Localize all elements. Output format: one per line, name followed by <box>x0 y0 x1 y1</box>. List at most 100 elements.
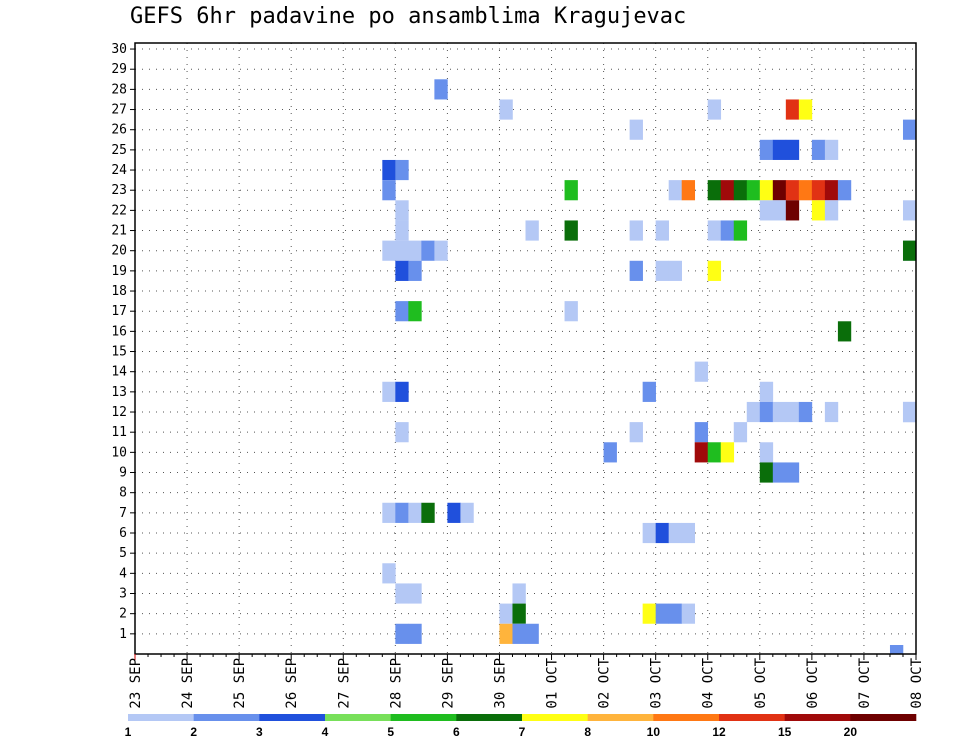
x-tick-label: 27 SEP <box>336 658 352 709</box>
colorbar-label: 15 <box>778 725 792 739</box>
x-tick-label: 01 OCT <box>545 657 561 708</box>
heatmap-cell <box>746 401 761 423</box>
heatmap-cell <box>395 502 409 523</box>
heatmap-cell <box>824 401 839 423</box>
heatmap-cell <box>759 401 774 423</box>
heatmap-cell <box>395 422 409 443</box>
colorbar-label: 5 <box>387 725 394 739</box>
heatmap-cell <box>824 139 839 160</box>
heatmap-cell <box>733 220 748 241</box>
colorbar-segment <box>390 714 457 721</box>
colorbar-segment <box>587 714 654 721</box>
heatmap-cell <box>785 139 800 160</box>
colorbar-segment <box>193 714 260 721</box>
heatmap-cell <box>642 381 656 402</box>
heatmap-cell <box>720 220 735 241</box>
colorbar-label: 2 <box>190 725 197 739</box>
y-tick-label: 10 <box>111 445 127 460</box>
heatmap-cell <box>772 462 787 483</box>
x-tick-label: 26 SEP <box>284 658 300 709</box>
y-tick-label: 27 <box>111 103 127 118</box>
heatmap-cell <box>655 220 669 241</box>
y-tick-label: 15 <box>111 345 127 360</box>
heatmap-cell <box>902 200 917 221</box>
heatmap-cell <box>642 522 656 544</box>
x-axis: 23 SEP 24 SEP 25 SEP 26 SEP 27 SEP 28 SEP 29 S… <box>128 654 925 709</box>
heatmap-cell <box>707 99 722 120</box>
heatmap-cell <box>564 220 578 241</box>
grid <box>135 43 916 654</box>
heatmap-cell <box>694 422 709 443</box>
heatmap-cell <box>629 422 643 443</box>
heatmap-cell <box>837 321 852 342</box>
heatmap-cell <box>655 522 669 544</box>
colorbar-label: 1 <box>125 725 132 739</box>
heatmap-cell <box>798 99 813 120</box>
heatmap-cell <box>395 623 409 644</box>
y-tick-label: 21 <box>111 224 127 239</box>
colorbar-label: 8 <box>584 725 591 739</box>
heatmap-cell <box>642 603 656 624</box>
heatmap-cell <box>772 401 787 423</box>
y-tick-label: 18 <box>111 284 127 299</box>
heatmap-cell <box>629 220 643 241</box>
colorbar-label: 3 <box>256 725 263 739</box>
heatmap-cell <box>408 260 422 281</box>
x-tick-label: 07 OCT <box>857 657 873 708</box>
heatmap-cell <box>382 180 396 201</box>
y-tick-label: 14 <box>111 365 127 380</box>
heatmap-cell <box>395 301 409 322</box>
y-tick-label: 6 <box>119 526 127 541</box>
colorbar-segment <box>325 714 391 721</box>
x-tick-label: 03 OCT <box>649 657 665 708</box>
x-tick-label: 05 OCT <box>753 657 769 708</box>
heatmap-cell <box>408 301 422 322</box>
colorbar-segment <box>784 714 851 721</box>
heatmap-cell <box>681 603 696 624</box>
colorbar: 1 2 3 4 5 6 7 8 10 12 15 20 <box>125 714 917 739</box>
heatmap-cell <box>421 502 435 523</box>
heatmap-cell <box>434 79 448 100</box>
x-tick-label: 25 SEP <box>232 658 248 709</box>
y-tick-label: 26 <box>111 123 127 138</box>
heatmap-cell <box>798 401 813 423</box>
heatmap-cell <box>785 401 800 423</box>
x-tick-label: 24 SEP <box>180 658 196 709</box>
y-tick-label: 13 <box>111 385 127 400</box>
heatmap-cell <box>395 200 409 221</box>
heatmap-cell <box>902 240 917 261</box>
colorbar-label: 12 <box>712 725 726 739</box>
colorbar-segment <box>653 714 720 721</box>
heatmap-cell <box>395 240 409 261</box>
colorbar-segment <box>850 714 917 721</box>
heatmap-cell <box>798 180 813 201</box>
heatmap-cell <box>824 200 839 221</box>
heatmap-cell <box>759 462 774 483</box>
heatmap-cell <box>772 180 787 201</box>
x-tick-label: 02 OCT <box>597 657 613 708</box>
heatmap-cell <box>759 442 774 463</box>
x-tick-label: 29 SEP <box>440 658 456 709</box>
heatmap-cell <box>564 180 578 201</box>
heatmap-cell <box>902 119 917 140</box>
heatmap-cell <box>395 260 409 281</box>
heatmap-cell <box>668 522 682 544</box>
heatmap-cell <box>889 645 904 654</box>
heatmap-cell <box>902 401 917 423</box>
heatmap-cell <box>499 99 513 120</box>
y-tick-label: 30 <box>111 42 127 57</box>
heatmap-cell <box>408 583 422 604</box>
colorbar-label: 7 <box>519 725 526 739</box>
y-tick-label: 20 <box>111 244 127 259</box>
heatmap-cell <box>512 583 526 604</box>
x-tick-label: 04 OCT <box>701 657 717 708</box>
y-tick-label: 25 <box>111 143 127 158</box>
y-tick-label: 3 <box>119 587 127 602</box>
heatmap-cell <box>811 200 826 221</box>
heatmap-cell <box>382 563 396 584</box>
y-tick-label: 9 <box>119 466 127 481</box>
colorbar-label: 4 <box>322 725 329 739</box>
heatmap-cell <box>512 603 526 624</box>
heatmap-cell <box>655 260 669 281</box>
heatmap-cell <box>759 180 774 201</box>
